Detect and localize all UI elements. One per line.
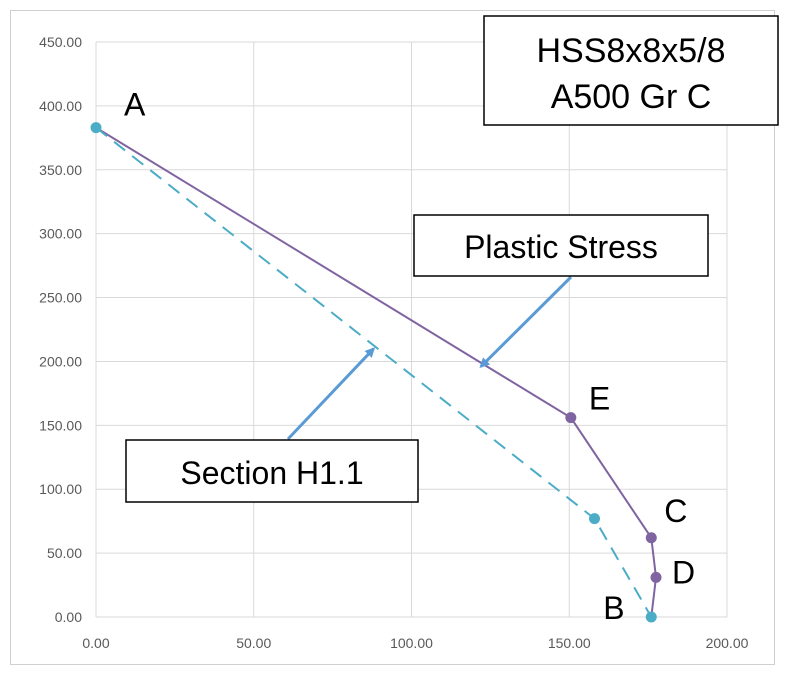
plastic-stress-box	[413, 214, 709, 277]
y-tick-label: 100.00	[39, 481, 82, 497]
y-tick-label: 450.00	[39, 34, 82, 50]
point-label-d: D	[672, 554, 695, 590]
series-point-solid	[565, 412, 577, 424]
series-point-dashed	[588, 513, 600, 525]
y-tick-label: 300.00	[39, 226, 82, 242]
series-group	[90, 122, 662, 623]
x-tick-label: 200.00	[706, 635, 749, 651]
title-box-border	[483, 15, 779, 126]
section-h11-arrow	[286, 347, 376, 441]
gridlines	[95, 41, 728, 618]
section-h11-callout: Section H1.1	[125, 347, 419, 503]
axes: 0.00 50.00 100.00 150.00 200.00 250.00 300.00 3…	[39, 34, 748, 651]
chart-frame	[10, 10, 775, 665]
title-box: HSS8x8x5/8 A500 Gr C	[483, 15, 779, 126]
point-label-c: C	[664, 493, 687, 529]
y-tick-label: 200.00	[39, 353, 82, 369]
series-line-solid	[95, 126, 658, 618]
series-line-dashed	[95, 126, 653, 618]
y-tick-label: 350.00	[39, 162, 82, 178]
plastic-stress-label: Plastic Stress	[464, 229, 658, 265]
y-tick-label: 250.00	[39, 290, 82, 306]
y-tick-label: 0.00	[55, 609, 82, 625]
series-point-dashed	[645, 611, 657, 623]
point-label-b: B	[603, 590, 624, 626]
plastic-stress-callout: Plastic Stress	[413, 214, 709, 368]
point-label-a: A	[124, 87, 146, 123]
y-tick-label: 50.00	[47, 545, 82, 561]
point-labels: A E CD B	[124, 87, 695, 626]
section-h11-label: Section H1.1	[180, 455, 363, 491]
x-tick-label: 50.00	[236, 635, 271, 651]
point-label-e: E	[589, 381, 610, 417]
y-tick-label: 400.00	[39, 98, 82, 114]
y-tick-label: 150.00	[39, 417, 82, 433]
series-point-solid	[645, 532, 657, 544]
plastic-stress-arrow	[479, 275, 573, 368]
series-point-solid	[650, 571, 662, 583]
title-line-1: HSS8x8x5/8	[537, 32, 726, 70]
section-h11-box	[125, 439, 419, 503]
series-point-dashed	[90, 122, 102, 134]
x-tick-label: 100.00	[390, 635, 433, 651]
x-tick-label: 150.00	[548, 635, 591, 651]
title-line-2: A500 Gr C	[551, 78, 712, 116]
x-tick-label: 0.00	[82, 635, 109, 651]
